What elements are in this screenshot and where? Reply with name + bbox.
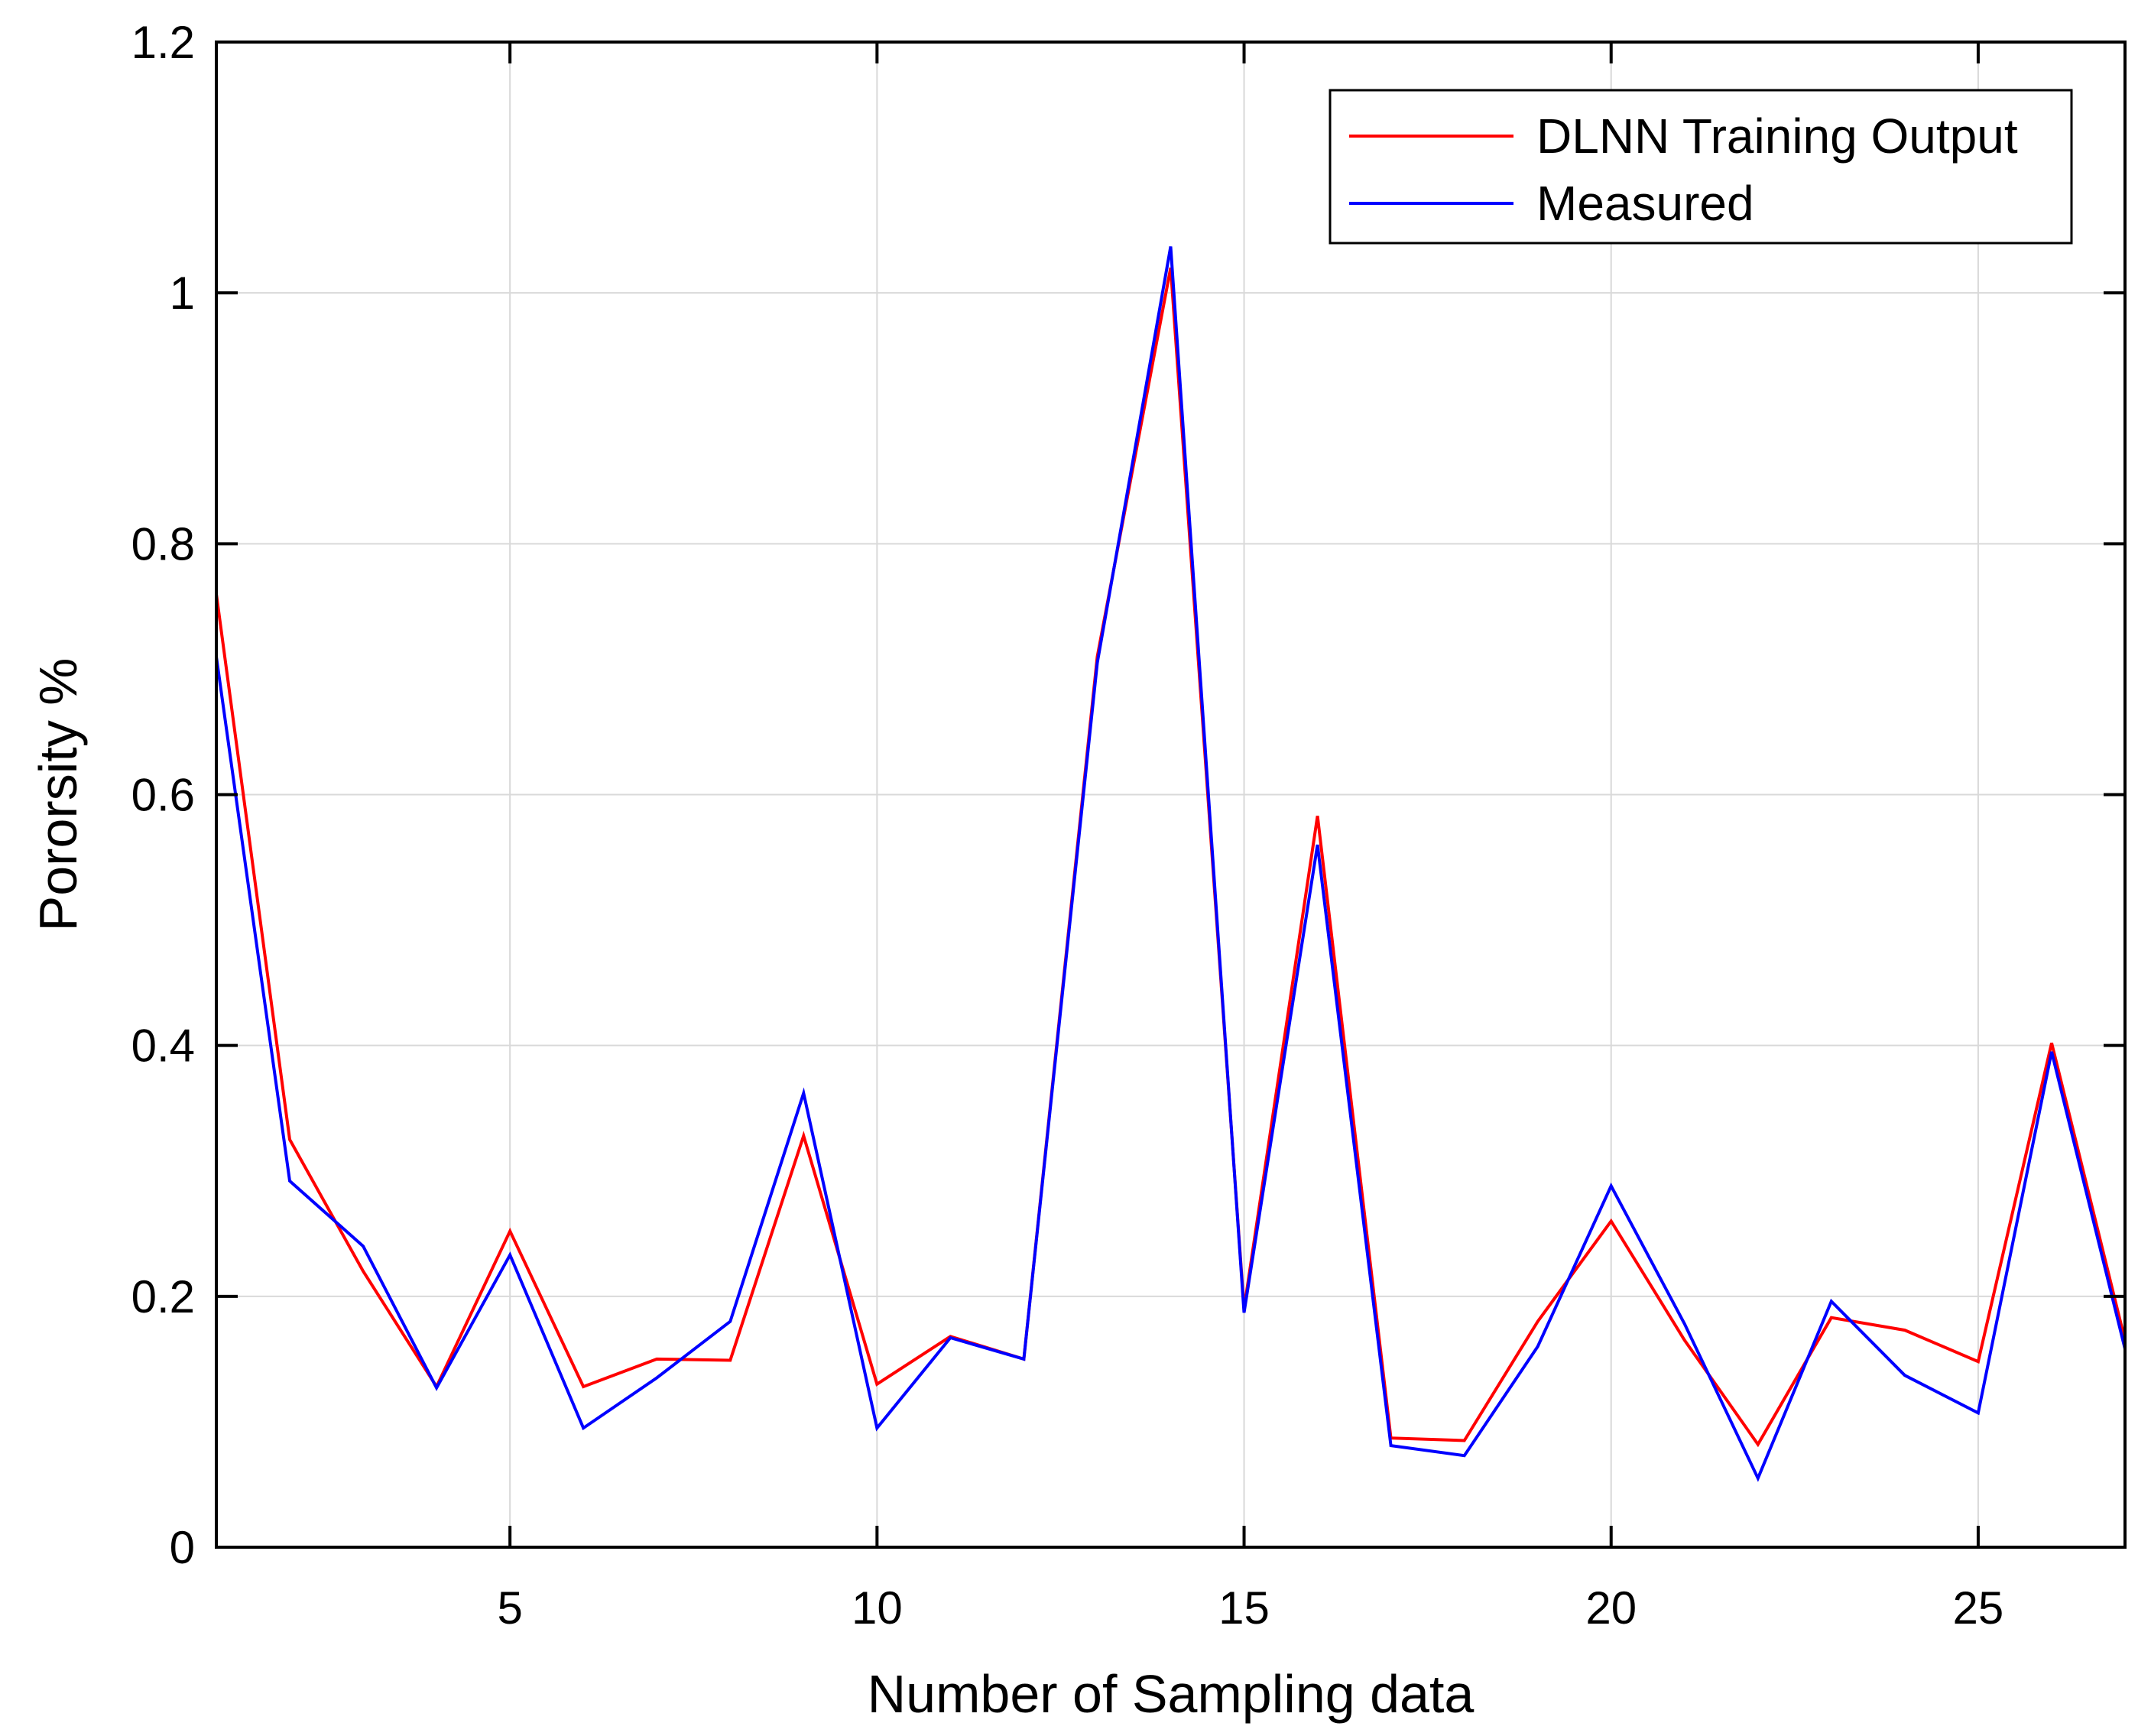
y-tick-label: 1: [170, 268, 195, 319]
series-group: [215, 246, 2127, 1482]
y-tick-label: 0.6: [131, 770, 195, 821]
x-tick-label: 10: [852, 1582, 903, 1634]
x-tick-label: 5: [497, 1582, 522, 1634]
grid: [216, 41, 2125, 1548]
y-tick-label: 0.4: [131, 1021, 195, 1072]
y-axis-label: Pororsity %: [28, 658, 88, 932]
legend-box: [1329, 89, 2073, 245]
legend-label: Measured: [1536, 176, 1754, 231]
legend-label: DLNN Training Output: [1536, 109, 2018, 164]
x-axis-label: Number of Sampling data: [868, 1664, 1475, 1724]
series-line-measured: [215, 246, 2127, 1482]
y-tick-label: 0.8: [131, 518, 195, 569]
y-tick-label: 0: [170, 1522, 195, 1573]
x-tick-label: 20: [1585, 1582, 1637, 1634]
x-tick-label: 25: [1953, 1582, 2004, 1634]
legend: DLNN Training Output Measured: [1329, 89, 2073, 245]
y-tick-label: 1.2: [131, 17, 195, 68]
y-tick-label: 0.2: [131, 1271, 195, 1322]
axes: 5 10 15 20 25 0 0.2 0.4 0.6 0.8 1 1.2: [131, 17, 2127, 1634]
x-tick-label: 15: [1218, 1582, 1270, 1634]
